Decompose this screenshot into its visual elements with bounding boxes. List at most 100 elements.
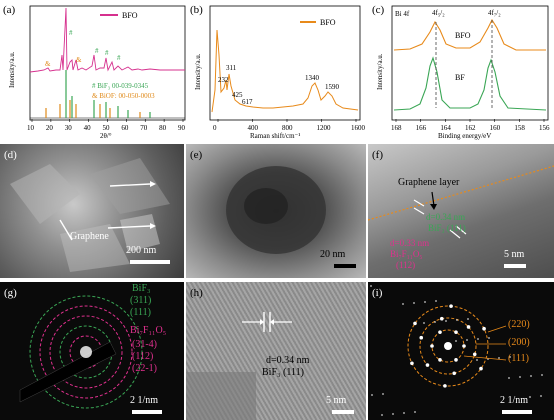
xps-chart: (c) Intensity/a.u. Bi 4f 4f₅/₂ 4f₇/₂ BFO…: [372, 4, 550, 140]
scale-bar-label: 2 1/nm: [130, 395, 159, 406]
lattice-overlay: [186, 312, 354, 420]
ref-biof: & BiOF: 00-050-0003: [92, 92, 155, 100]
diffraction-spot: [509, 356, 511, 358]
diffraction-spot: [439, 316, 444, 321]
diffraction-spot: [479, 366, 483, 371]
x-tick-label: 50: [103, 124, 111, 132]
diffraction-spot: [445, 320, 447, 322]
ring-label: (200): [508, 337, 530, 348]
diffraction-spot: [419, 335, 424, 340]
diffraction-spot: [530, 375, 532, 377]
diffraction-spot: [498, 357, 500, 359]
sem-texture: [10, 158, 170, 272]
diffraction-spot: [454, 358, 458, 362]
graphene-annotation: Graphene: [70, 231, 109, 242]
diffraction-spot: [462, 344, 466, 348]
legend-bfo: BFO: [122, 11, 138, 20]
phase-bi7f11o5: Bi₇F₁₁O₅: [390, 249, 423, 259]
panel-label: (a): [3, 4, 16, 16]
diffraction-spot: [467, 318, 469, 320]
panel-label: (g): [4, 287, 17, 299]
diffraction-spot: [466, 325, 471, 329]
phase-label: BiF₃ (111): [262, 367, 304, 378]
series-label-bf: BF: [455, 73, 465, 82]
d-spacing-bi7f11o5: d=0.33 nm: [390, 238, 430, 248]
x-tick-label: 162: [465, 124, 476, 132]
diffraction-spot: [508, 377, 510, 379]
hrtem-overlay: [368, 165, 554, 268]
diffraction-spot: [381, 414, 383, 416]
diffraction-spot: [456, 319, 458, 321]
y-axis-label: Intensity/a.u.: [376, 53, 384, 90]
x-tick-label: 60: [121, 124, 129, 132]
scale-bar-label: 200 nm: [126, 245, 157, 256]
diffraction-spot: [449, 304, 453, 308]
corner-label: Bi 4f: [395, 10, 410, 18]
y-axis-label: Intensity/a.u.: [194, 53, 202, 90]
spot-pattern: [370, 285, 543, 416]
diffraction-spot: [466, 339, 468, 341]
scale-bar-label: 5 nm: [326, 395, 347, 406]
panel-c-xps: (c) Intensity/a.u. Bi 4f 4f₅/₂ 4f₇/₂ BFO…: [370, 0, 554, 140]
diffraction-spot: [435, 300, 437, 302]
diffraction-spot: [455, 340, 457, 342]
diffraction-spot: [410, 361, 414, 366]
diffraction-spot: [423, 322, 425, 324]
y-axis-label: Intensity/a.u.: [8, 51, 16, 88]
x-tick-label: 156: [539, 124, 550, 132]
x-axis-label: Binding energy/eV: [438, 132, 491, 140]
panel-h-lattice: (h) d=0.34 nm BiF₃ (111) 5 nm: [186, 282, 366, 420]
x-tick-label: 70: [140, 124, 148, 132]
diffraction-spot: [476, 359, 478, 361]
peak-label-left: 4f₅/₂: [432, 9, 445, 17]
hash-marker: #: [117, 54, 121, 62]
panel-i-saed: (i) (220) (200) (111) 2 1/nm: [368, 282, 554, 420]
diffraction-spot: [414, 411, 416, 413]
bif3-ring: (311): [130, 295, 152, 306]
diffraction-spot: [403, 412, 405, 414]
peak-label: 1590: [325, 83, 340, 91]
x-tick-label: 30: [65, 124, 73, 132]
x-tick-label: 166: [416, 124, 427, 132]
x-tick-label: 400: [248, 124, 259, 132]
xrd-chart: (a) Intensity/a.u. BFO # # # # & & # BiF…: [3, 4, 186, 140]
diffraction-spot: [430, 344, 434, 348]
x-tick-label: 20: [46, 124, 54, 132]
x-tick-label: 40: [84, 124, 92, 132]
x-tick-label: 1600: [351, 124, 366, 132]
saed-pattern: [19, 295, 162, 414]
panel-f-hrtem: (f) Graphene layer d=0.34 nm BiF₃ (111) …: [368, 144, 554, 278]
diffraction-spot: [370, 285, 372, 287]
diffraction-spot: [438, 330, 442, 334]
diffraction-spot: [402, 303, 404, 305]
diffraction-spot: [425, 363, 430, 367]
graphene-layer-annotation: Graphene layer: [398, 177, 460, 188]
diffraction-spot: [438, 358, 442, 362]
bi7f11o5-ring: (22-1): [132, 363, 157, 374]
panel-e-tem: (e) 20 nm: [186, 144, 366, 278]
d-spacing: d=0.34 nm: [266, 355, 310, 366]
panel-b-raman: (b) Intensity/a.u. BFO 311 232 425 617 1…: [188, 0, 368, 140]
peak-label: 617: [242, 98, 253, 106]
diffraction-spot: [424, 301, 426, 303]
central-spot: [444, 342, 452, 350]
diffraction-spot: [413, 302, 415, 304]
legend-bfo: BFO: [320, 18, 336, 27]
x-tick-label: 160: [490, 124, 501, 132]
peak-label-right: 4f₇/₂: [488, 9, 501, 17]
diffraction-spot: [454, 330, 458, 334]
diffraction-spot: [482, 326, 486, 331]
plane-bi7f11o5: (112): [396, 260, 416, 270]
reference-sticks: [45, 70, 151, 118]
diffraction-spot: [382, 393, 384, 395]
diffraction-spot: [452, 371, 457, 376]
x-tick-label: 90: [178, 124, 186, 132]
hash-marker: #: [69, 29, 73, 37]
diffraction-spot: [472, 352, 477, 357]
amp-marker: &: [45, 60, 51, 68]
x-tick-label: 1200: [317, 124, 332, 132]
series-label-bfo: BFO: [455, 31, 471, 40]
ring-label: (111): [508, 353, 529, 364]
peak-label: 311: [226, 64, 237, 72]
x-tick-label: 158: [514, 124, 525, 132]
